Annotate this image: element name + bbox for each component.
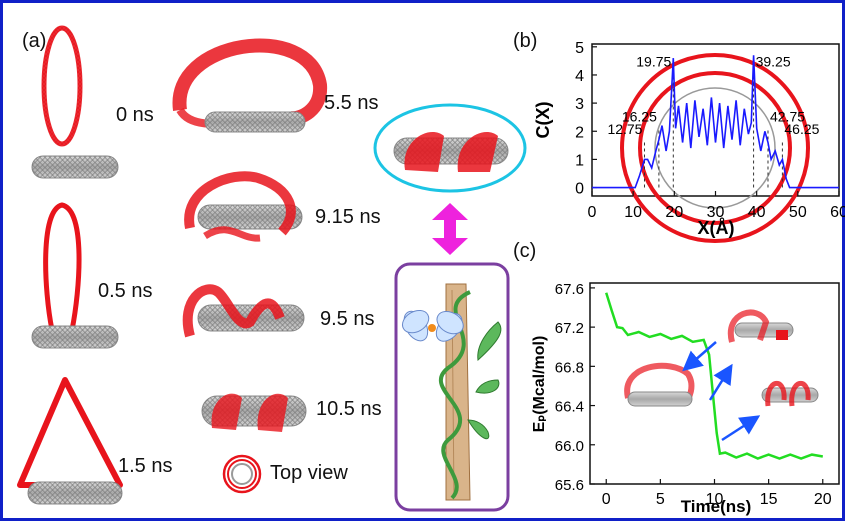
chart-b-xtick-label: 60: [830, 204, 845, 221]
chart-c-ytick-label: 65.6: [555, 477, 584, 494]
chart-c-xtick-label: 5: [656, 491, 665, 508]
chart-b-annotation: 12.75: [607, 121, 642, 137]
time-label-0.5ns: 0.5 ns: [98, 280, 153, 302]
chart-c: 0 5 10 15 20 65.6 66.0 66.4 66.8 67.2 67.6 Time(ns…: [531, 281, 840, 516]
chart-c-inset-ring: [624, 362, 695, 407]
chart-b-ytick-label: 5: [575, 40, 584, 57]
chart-b-series-line: [592, 55, 839, 189]
chart-b-ylabel: C(X): [533, 102, 553, 139]
chart-b-xtick-label: 20: [665, 204, 683, 221]
chart-c-ytick-label: 67.6: [555, 281, 584, 298]
time-label-9.15ns: 9.15 ns: [315, 206, 381, 228]
time-label-9.5ns: 9.5 ns: [320, 308, 375, 330]
panel-a-label: (a): [22, 30, 47, 52]
top-view-icon: [222, 454, 262, 494]
chart-c-xtick-label: 15: [760, 491, 778, 508]
snapshot-0ns: [31, 25, 119, 179]
chart-c-xtick-label: 20: [814, 491, 832, 508]
flower-icon: [401, 309, 464, 342]
chart-c-xtick-label: 10: [706, 491, 724, 508]
plant-illustration: [394, 262, 510, 512]
chart-b-annotation: 46.25: [784, 121, 819, 137]
chart-c-arrow-3: [721, 415, 761, 442]
top-view-label: Top view: [270, 462, 348, 484]
chart-b-annotation: 16.25: [622, 108, 657, 124]
double-arrow: [432, 203, 468, 255]
time-label-0ns: 0 ns: [116, 104, 154, 126]
chart-b-annotation: 42.75: [770, 108, 805, 124]
chart-c-inset-helix: [761, 380, 819, 407]
panel-a: [17, 25, 328, 505]
snapshot-9.15ns: [184, 171, 303, 242]
chart-c-ylabel: Eₚ(Mcal/mol): [531, 336, 548, 433]
chart-c-ytick-label: 66.0: [555, 438, 584, 455]
chart-c-arrow-1: [682, 341, 717, 372]
snapshot-1.5ns: [17, 377, 123, 505]
chart-b-ytick-label: 1: [575, 152, 584, 169]
chart-c-xlabel: Time(ns): [681, 497, 752, 516]
chart-b-ytick-label: 4: [575, 68, 584, 85]
chart-b-xlabel: X(Å): [698, 218, 735, 238]
time-label-10.5ns: 10.5 ns: [316, 398, 382, 420]
chart-c-series-line: [605, 292, 824, 460]
snapshot-5.5ns: [172, 38, 328, 133]
chart-b-ytick-label: 0: [575, 181, 584, 198]
chart-b-ytick-label: 2: [575, 124, 584, 141]
chart-c-ytick-label: 67.2: [555, 320, 584, 337]
snapshot-0.5ns: [31, 202, 119, 349]
chart-b-annotation: 39.25: [756, 54, 791, 70]
helix-ellipse: [373, 103, 527, 193]
time-label-5.5ns: 5.5 ns: [324, 92, 379, 114]
snapshot-9.5ns: [182, 284, 305, 338]
chart-b-rings: [620, 53, 810, 243]
chart-b-xtick-label: 50: [789, 204, 807, 221]
chart-b-ytick-label: 3: [575, 96, 584, 113]
chart-b-xtick-label: 0: [588, 204, 597, 221]
chart-c-xtick-label: 0: [602, 491, 611, 508]
chart-c-ytick-label: 66.4: [555, 399, 584, 416]
time-label-1.5ns: 1.5 ns: [118, 455, 173, 477]
chart-b-xtick-label: 40: [748, 204, 766, 221]
chart-b-annotation: 19.75: [636, 54, 671, 70]
snapshot-10.5ns: [201, 393, 307, 432]
panel-c-label: (c): [513, 240, 537, 262]
chart-c-ytick-label: 66.8: [555, 359, 584, 376]
chart-b-xtick-label: 30: [707, 204, 725, 221]
chart-b-xtick-label: 10: [624, 204, 642, 221]
chart-c-inset-partial: [727, 309, 794, 343]
panel-b-label: (b): [513, 30, 538, 52]
chart-c-arrow-2: [708, 363, 733, 401]
